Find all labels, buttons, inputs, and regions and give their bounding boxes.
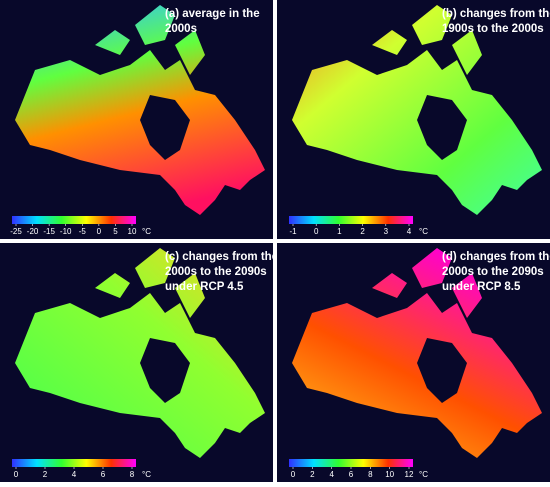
colorbar [12, 459, 136, 467]
colorbar-tick-label: 4 [329, 470, 334, 479]
colorbar-tick-label: 0 [291, 470, 296, 479]
map-panel: (d) changes from the 2000s to the 2090s un… [277, 243, 550, 482]
colorbar-tick-label: 8 [368, 470, 373, 479]
panel-title: 2000s to the 2090s [165, 266, 267, 278]
panel-title: 2000s [165, 23, 197, 35]
colorbar-tick-label: -1 [289, 227, 297, 236]
colorbar-tick-label: 6 [349, 470, 354, 479]
colorbar-tick-label: 10 [128, 227, 137, 236]
panel-title: 1900s to the 2000s [442, 23, 544, 35]
colorbar [12, 216, 136, 224]
panel-title: 2000s to the 2090s [442, 266, 544, 278]
colorbar-tick-label: -10 [60, 227, 72, 236]
colorbar-tick-label: -15 [43, 227, 55, 236]
colorbar-tick-label: 2 [310, 470, 315, 479]
colorbar-tick-label: 0 [14, 470, 19, 479]
colorbar-tick-label: 2 [360, 227, 365, 236]
panel-title: (b) changes from the [442, 8, 550, 20]
panel-title: (d) changes from the [442, 251, 550, 263]
colorbar-unit: °C [142, 470, 151, 479]
colorbar-tick-label: 4 [407, 227, 412, 236]
colorbar [289, 216, 413, 224]
colorbar-tick-label: 0 [314, 227, 319, 236]
panel-title: (a) average in the [165, 8, 260, 20]
colorbar-unit: °C [419, 227, 428, 236]
map-panel: (c) changes from the 2000s to the 2090s un… [0, 243, 278, 482]
colorbar-tick-label: 6 [101, 470, 106, 479]
map-panel: (b) changes from the 1900s to the 2000s -1… [277, 0, 550, 239]
panel-title: under RCP 4.5 [165, 281, 244, 293]
colorbar-tick-label: 2 [43, 470, 48, 479]
colorbar-tick-label: 1 [337, 227, 342, 236]
colorbar-tick-label: -20 [27, 227, 39, 236]
panel-title: (c) changes from the [165, 251, 278, 263]
colorbar-tick-label: -5 [79, 227, 87, 236]
colorbar-tick-label: 5 [113, 227, 118, 236]
colorbar-unit: °C [419, 470, 428, 479]
colorbar-tick-label: 8 [130, 470, 135, 479]
colorbar-tick-label: 4 [72, 470, 77, 479]
colorbar-tick-label: 12 [405, 470, 414, 479]
colorbar-tick-label: 10 [385, 470, 394, 479]
colorbar-tick-label: 0 [97, 227, 102, 236]
map-panel: (a) average in the 2000s -25 -20 -15 -10 -5 0 5 1… [0, 0, 273, 239]
panel-title: under RCP 8.5 [442, 281, 521, 293]
colorbar-tick-label: -25 [10, 227, 22, 236]
colorbar-unit: °C [142, 227, 151, 236]
colorbar [289, 459, 413, 467]
colorbar-tick-label: 3 [384, 227, 389, 236]
